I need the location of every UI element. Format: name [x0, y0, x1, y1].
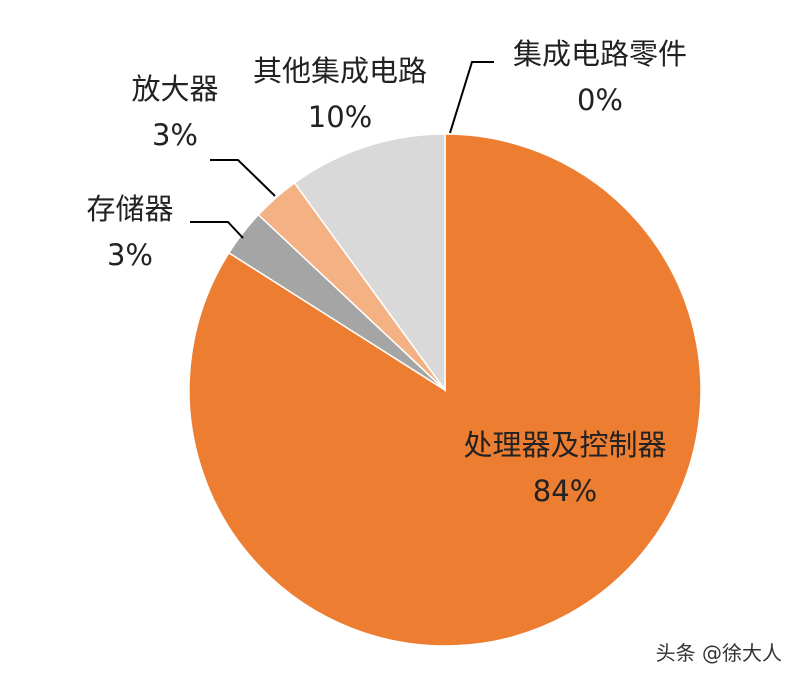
- category-label: 其他集成电路: [252, 54, 427, 88]
- value-label: 84%: [532, 474, 598, 508]
- watermark: 头条 @徐大人: [655, 641, 782, 665]
- slice-label: 放大器 3%: [105, 66, 245, 158]
- value-label: 3%: [106, 238, 153, 272]
- value-label: 10%: [307, 100, 373, 134]
- category-label: 存储器: [86, 192, 174, 226]
- leader-line: [210, 159, 276, 197]
- leader-line: [190, 221, 244, 239]
- slices: [188, 133, 702, 647]
- slice-label: 其他集成电路 10%: [220, 48, 460, 140]
- category-label: 集成电路零件: [512, 37, 687, 71]
- pie-slice: [188, 133, 702, 647]
- value-label: 0%: [576, 83, 623, 117]
- category-label: 放大器: [131, 72, 219, 106]
- pie-slice: [293, 133, 446, 393]
- category-label: 处理器及控制器: [463, 428, 667, 462]
- slice-label: 处理器及控制器 84%: [458, 422, 673, 514]
- slice-label: 存储器 3%: [60, 186, 200, 278]
- slice-label: 集成电路零件 0%: [480, 31, 720, 123]
- leader-line: [449, 61, 494, 134]
- value-label: 3%: [151, 118, 198, 152]
